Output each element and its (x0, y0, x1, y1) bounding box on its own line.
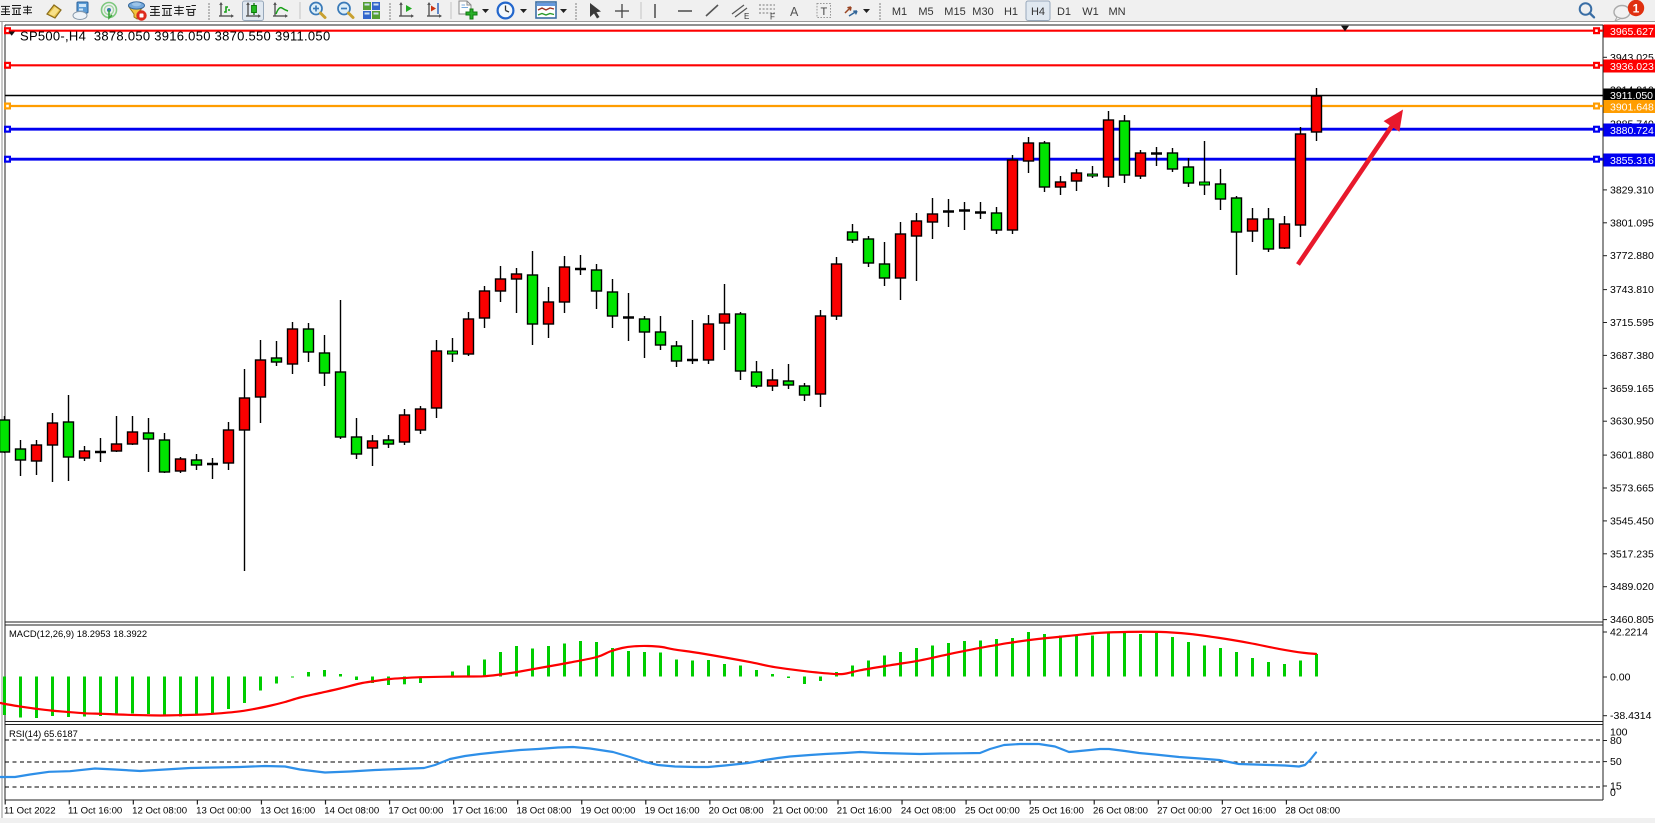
svg-text:A: A (790, 5, 799, 19)
svg-text:3460.805: 3460.805 (1610, 614, 1654, 626)
svg-text:13 Oct 00:00: 13 Oct 00:00 (196, 806, 251, 817)
svg-text:3687.380: 3687.380 (1610, 350, 1654, 362)
svg-text:19 Oct 00:00: 19 Oct 00:00 (581, 806, 636, 817)
svg-text:3715.595: 3715.595 (1610, 317, 1654, 329)
svg-text:MACD(12,26,9) 18.2953 18.3922: MACD(12,26,9) 18.2953 18.3922 (9, 628, 147, 639)
svg-text:3965.627: 3965.627 (1610, 26, 1654, 38)
svg-text:19 Oct 16:00: 19 Oct 16:00 (645, 806, 700, 817)
svg-text:E: E (744, 12, 749, 21)
svg-text:3911.050: 3911.050 (1610, 90, 1653, 102)
svg-text:1: 1 (1633, 2, 1640, 16)
svg-text:3829.310: 3829.310 (1610, 184, 1654, 196)
svg-text:3545.450: 3545.450 (1610, 515, 1654, 527)
svg-text:D1: D1 (1057, 6, 1071, 18)
svg-text:W1: W1 (1082, 6, 1099, 18)
svg-text:3659.165: 3659.165 (1610, 383, 1654, 395)
svg-text:17 Oct 16:00: 17 Oct 16:00 (452, 806, 507, 817)
svg-text:M5: M5 (918, 6, 933, 18)
svg-text:15: 15 (1610, 781, 1622, 793)
svg-text:21 Oct 00:00: 21 Oct 00:00 (773, 806, 828, 817)
svg-text:100: 100 (1610, 727, 1628, 739)
svg-text:-38.4314: -38.4314 (1610, 710, 1652, 722)
svg-text:50: 50 (1610, 756, 1622, 768)
svg-text:3601.880: 3601.880 (1610, 450, 1654, 462)
svg-text:17 Oct 00:00: 17 Oct 00:00 (388, 806, 443, 817)
svg-text:25 Oct 16:00: 25 Oct 16:00 (1029, 806, 1084, 817)
svg-text:0: 0 (1610, 787, 1616, 799)
svg-text:3489.020: 3489.020 (1610, 581, 1654, 593)
svg-text:3573.665: 3573.665 (1610, 483, 1654, 495)
svg-text:27 Oct 00:00: 27 Oct 00:00 (1157, 806, 1212, 817)
svg-text:H1: H1 (1004, 6, 1018, 18)
svg-text:18 Oct 08:00: 18 Oct 08:00 (516, 806, 571, 817)
svg-text:27 Oct 16:00: 27 Oct 16:00 (1221, 806, 1276, 817)
svg-text:M15: M15 (944, 6, 965, 18)
svg-text:3772.880: 3772.880 (1610, 250, 1654, 262)
svg-text:3517.235: 3517.235 (1610, 548, 1654, 560)
svg-text:3630.950: 3630.950 (1610, 416, 1654, 428)
svg-text:11 Oct 16:00: 11 Oct 16:00 (68, 806, 122, 817)
svg-text:25 Oct 00:00: 25 Oct 00:00 (965, 806, 1020, 817)
svg-text:3936.023: 3936.023 (1610, 61, 1654, 73)
svg-text:M30: M30 (972, 6, 993, 18)
svg-text:M1: M1 (892, 6, 907, 18)
svg-text:SP500-,H4 3878.050 3916.050 3: SP500-,H4 3878.050 3916.050 3870.550 391… (20, 29, 330, 44)
svg-text:3855.316: 3855.316 (1610, 155, 1654, 167)
svg-text:3743.810: 3743.810 (1610, 284, 1654, 296)
svg-text:RSI(14) 65.6187: RSI(14) 65.6187 (9, 728, 78, 739)
svg-text:H4: H4 (1031, 6, 1045, 18)
svg-text:T: T (821, 6, 828, 18)
svg-text:3901.648: 3901.648 (1610, 102, 1654, 114)
svg-text:26 Oct 08:00: 26 Oct 08:00 (1093, 806, 1148, 817)
svg-text:3801.095: 3801.095 (1610, 217, 1654, 229)
svg-text:11 Oct 2022: 11 Oct 2022 (4, 806, 56, 817)
svg-text:13 Oct 16:00: 13 Oct 16:00 (260, 806, 315, 817)
svg-text:21 Oct 16:00: 21 Oct 16:00 (837, 806, 892, 817)
svg-text:12 Oct 08:00: 12 Oct 08:00 (132, 806, 187, 817)
svg-text:14 Oct 08:00: 14 Oct 08:00 (324, 806, 379, 817)
svg-text:F: F (770, 13, 775, 22)
svg-text:80: 80 (1610, 735, 1622, 747)
svg-text:24 Oct 08:00: 24 Oct 08:00 (901, 806, 956, 817)
svg-text:42.2214: 42.2214 (1610, 627, 1648, 639)
svg-text:0.00: 0.00 (1610, 672, 1631, 684)
svg-text:3880.724: 3880.724 (1610, 125, 1654, 137)
svg-text:28 Oct 08:00: 28 Oct 08:00 (1285, 806, 1340, 817)
svg-text:20 Oct 08:00: 20 Oct 08:00 (709, 806, 764, 817)
svg-text:MN: MN (1108, 6, 1125, 18)
